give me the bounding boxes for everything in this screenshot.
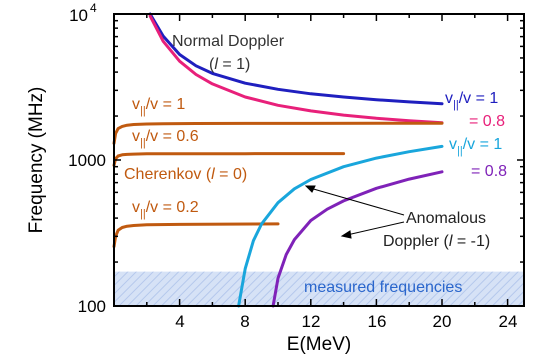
anomalous-doppler-l-label: Doppler (l = -1) [383, 233, 490, 250]
cherenkov-v02-label: v||/v = 0.2 [132, 199, 199, 220]
arrow-head-cyan [306, 186, 315, 192]
anomalous-v08-label: = 0.8 [471, 163, 507, 180]
y-axis-title: Frequency (MHz) [26, 87, 47, 234]
y-tick-1000: 1000 [68, 151, 106, 170]
y-tick-10000-exponent: 4 [90, 1, 97, 15]
x-tick-4: 4 [175, 312, 184, 331]
anomalous-doppler-label: Anomalous [406, 210, 486, 227]
x-axis-title: E(MeV) [287, 334, 351, 355]
series-line-normal-0 [150, 14, 442, 104]
x-tick-20: 20 [433, 312, 452, 331]
y-tick-100: 100 [78, 297, 106, 316]
series-layer [114, 14, 442, 306]
normal-v1-label: v||/v = 1 [445, 90, 498, 111]
anomalous-v1-label: v||/v = 1 [449, 136, 502, 157]
measured-band-label: measured frequencies [304, 279, 462, 296]
normal-doppler-label: Normal Doppler [172, 33, 285, 50]
cherenkov-v06-label: v||/v = 0.6 [132, 128, 199, 149]
x-tick-8: 8 [240, 312, 249, 331]
x-tick-12: 12 [302, 312, 321, 331]
series-line-normal-1 [150, 16, 442, 123]
x-tick-16: 16 [368, 312, 387, 331]
x-tick-24: 24 [499, 312, 518, 331]
series-line-cherenkov-3 [114, 154, 344, 166]
cherenkov-label: Cherenkov (l = 0) [124, 166, 247, 183]
normal-v08-label: = 0.8 [469, 113, 505, 130]
cherenkov-v1-label: v||/v = 1 [132, 96, 185, 117]
arrow-head-purple [342, 231, 351, 238]
y-tick-10000: 10 [69, 6, 88, 25]
normal-doppler-l-label: (l = 1) [209, 56, 250, 73]
